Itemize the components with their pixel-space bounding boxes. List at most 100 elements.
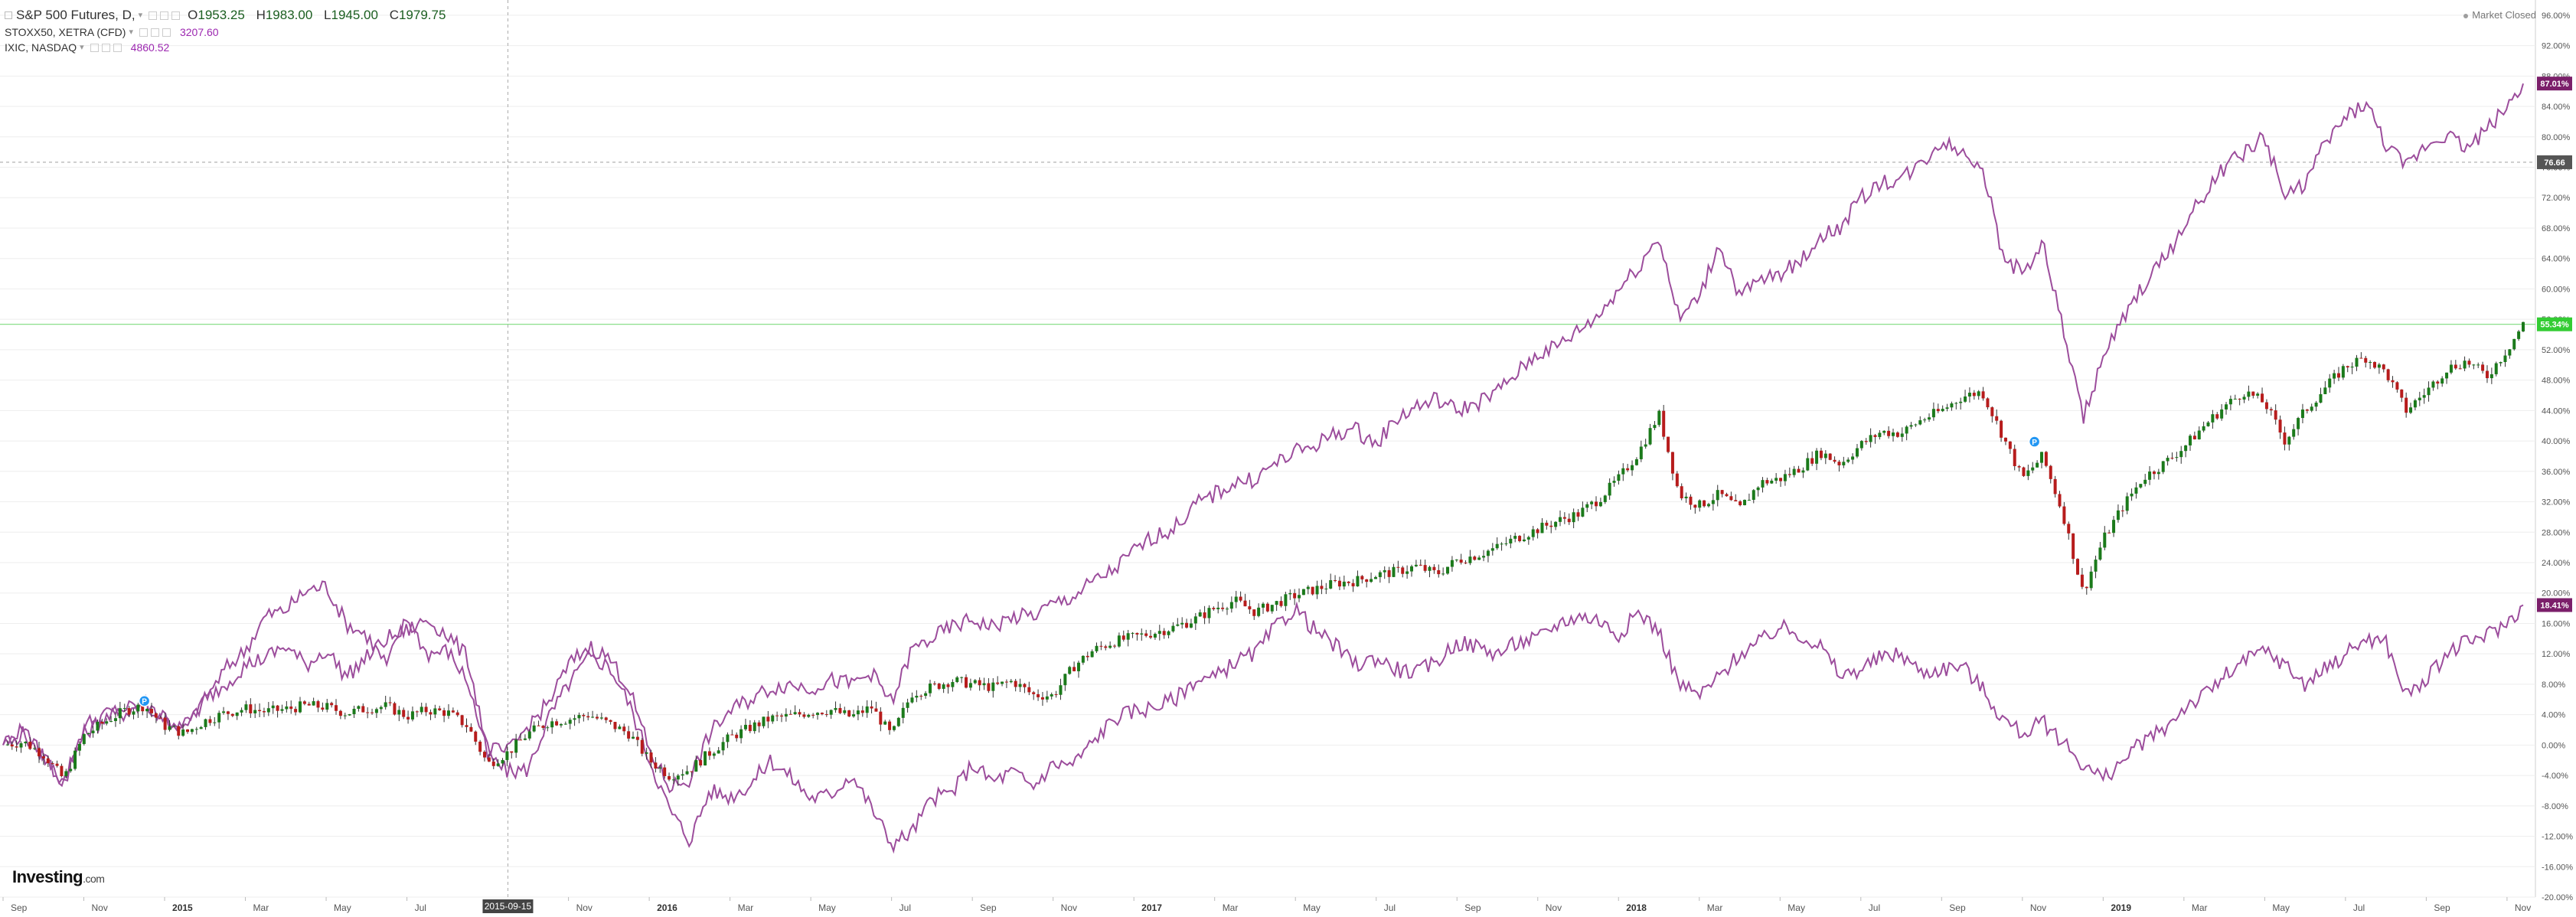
- candle-body: [2364, 357, 2368, 363]
- candle-body: [2211, 414, 2215, 423]
- candle-body: [2310, 406, 2313, 411]
- legend-compare-series[interactable]: IXIC, NASDAQ ▾ 4860.52: [5, 40, 453, 55]
- candle-body: [568, 720, 572, 724]
- candle-body: [1783, 474, 1787, 481]
- candle-body: [1562, 517, 1566, 519]
- candle-body: [681, 774, 684, 776]
- candle-body: [1703, 500, 1706, 507]
- visibility-icon[interactable]: [90, 43, 99, 52]
- candle-body: [2139, 484, 2143, 488]
- candle-body: [1076, 662, 1080, 671]
- visibility-icon[interactable]: [149, 11, 158, 20]
- candle-body: [820, 713, 824, 715]
- candle-body: [1023, 684, 1027, 687]
- candle-body: [1207, 608, 1211, 618]
- x-tick-label: Nov: [1061, 902, 1077, 913]
- candle-body: [1693, 504, 1697, 508]
- y-axis-panel: [2535, 0, 2576, 917]
- candle-body: [2336, 373, 2340, 378]
- candle-body: [834, 707, 837, 710]
- candle-body: [937, 684, 941, 689]
- candle-body: [2369, 361, 2372, 363]
- candle-body: [1090, 651, 1094, 658]
- candle-body: [271, 705, 275, 709]
- close-icon[interactable]: [162, 28, 171, 37]
- candle-body: [1617, 474, 1621, 481]
- candle-body: [1590, 501, 1594, 504]
- candle-body: [1288, 592, 1292, 595]
- candle-body: [555, 721, 559, 726]
- candle-body: [2233, 398, 2237, 400]
- chevron-down-icon[interactable]: ▾: [80, 43, 84, 52]
- candle-body: [1370, 579, 1373, 583]
- candle-body: [2333, 373, 2336, 379]
- market-status-text: Market Closed: [2472, 9, 2536, 21]
- candle-body: [771, 715, 775, 722]
- candle-body: [240, 710, 243, 713]
- legend-compare-price: 4860.52: [130, 41, 170, 54]
- candle-body: [1275, 601, 1278, 605]
- candle-body: [883, 721, 887, 725]
- candle-body: [1644, 444, 1647, 447]
- candle-body: [46, 758, 50, 764]
- candle-body: [307, 703, 311, 706]
- candle-body: [1720, 490, 1724, 494]
- candle-body: [874, 708, 878, 712]
- candle-body: [1185, 622, 1189, 628]
- candle-body: [2377, 364, 2381, 368]
- y-tick-label: -12.00%: [2542, 833, 2573, 842]
- candle-body: [442, 710, 446, 716]
- x-tick-label: Sep: [11, 902, 28, 913]
- candle-body: [1432, 566, 1436, 570]
- candle-body: [879, 711, 883, 725]
- close-icon[interactable]: [113, 43, 122, 52]
- candle-body: [1229, 602, 1233, 609]
- y-tick-label: 16.00%: [2542, 619, 2571, 628]
- event-marker-label: P: [142, 698, 147, 707]
- candle-body: [2247, 391, 2251, 397]
- x-tick-label: 2017: [1141, 902, 1162, 913]
- candle-body: [573, 718, 576, 720]
- chevron-down-icon[interactable]: ▾: [129, 28, 133, 37]
- close-icon[interactable]: [171, 11, 181, 20]
- candle-body: [33, 748, 37, 749]
- candle-body: [2467, 361, 2471, 365]
- candle-body: [222, 711, 226, 713]
- candle-body: [2134, 487, 2138, 494]
- settings-icon[interactable]: [160, 11, 169, 20]
- candle-body: [1095, 645, 1099, 651]
- price-badge-label: 76.66: [2544, 158, 2565, 168]
- candle-body: [1040, 697, 1044, 700]
- legend-main-series[interactable]: S&P 500 Futures, D, ▾ O1953.25 H1983.00 …: [5, 6, 453, 24]
- crosshair-date-badge: [482, 899, 534, 913]
- candle-body: [1806, 458, 1810, 471]
- legend-compare-series[interactable]: STOXX50, XETRA (CFD) ▾ 3207.60: [5, 24, 453, 40]
- visibility-icon[interactable]: [139, 28, 148, 37]
- candle-body: [546, 727, 550, 729]
- candle-body: [1001, 681, 1004, 684]
- candle-body: [1977, 391, 1980, 396]
- candle-body: [1009, 680, 1013, 683]
- candle-body: [374, 709, 378, 713]
- candle-body: [1037, 693, 1040, 697]
- candle-body: [5, 744, 9, 746]
- candle-body: [1608, 482, 1611, 496]
- settings-icon[interactable]: [150, 28, 159, 37]
- candle-body: [96, 721, 100, 731]
- candle-body: [676, 775, 680, 780]
- candle-body: [1706, 504, 1710, 507]
- chevron-down-icon[interactable]: ▾: [138, 11, 143, 20]
- candle-body: [298, 701, 302, 713]
- candle-body: [302, 701, 306, 704]
- candle-body: [613, 722, 617, 729]
- candle-body: [2292, 429, 2296, 437]
- x-tick-label: Jul: [2353, 902, 2365, 913]
- collapse-icon[interactable]: [5, 11, 12, 19]
- candle-body: [1329, 580, 1333, 589]
- settings-icon[interactable]: [101, 43, 110, 52]
- candle-body: [1788, 474, 1791, 475]
- candle-body: [2143, 479, 2147, 485]
- candle-body: [181, 729, 185, 736]
